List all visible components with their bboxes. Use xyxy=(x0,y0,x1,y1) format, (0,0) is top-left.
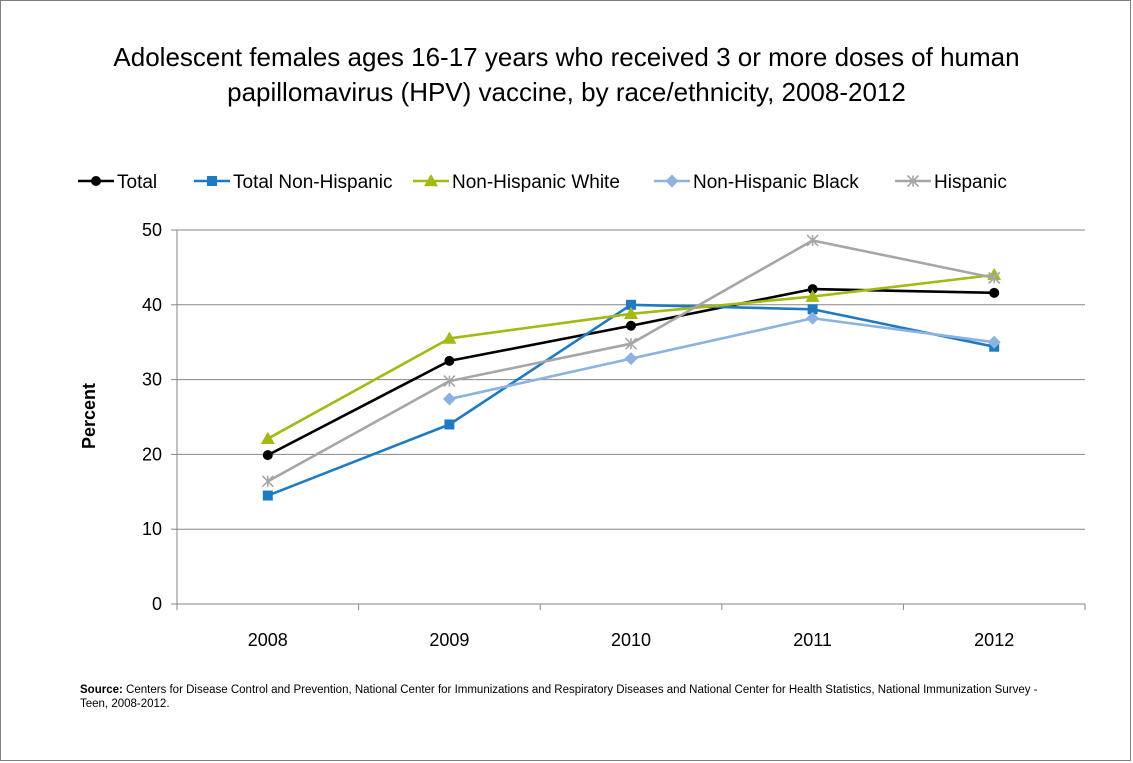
y-axis-title: Percent xyxy=(79,383,99,449)
axes: 0 10 20 30 40 50 2008 2009 2010 2011 2012 xyxy=(142,220,1086,650)
data-point-total-2008 xyxy=(262,450,273,461)
data-point-hispanic-2009 xyxy=(443,375,456,388)
data-point-total-2011 xyxy=(807,284,818,295)
data-point-total-non-hispanic-2008 xyxy=(262,490,273,501)
legend-label: Total Non-Hispanic xyxy=(233,172,392,193)
legend-marker xyxy=(207,176,217,186)
y-tick-label: 0 xyxy=(152,594,162,614)
legend-marker xyxy=(906,174,920,188)
data-point-total-non-hispanic-2011 xyxy=(807,304,818,315)
data-point-non-hispanic-white-2008 xyxy=(260,431,275,444)
y-tick-label: 50 xyxy=(142,220,162,240)
x-tick-label: 2010 xyxy=(611,630,651,650)
legend-marker xyxy=(424,174,438,187)
legend-label: Total xyxy=(117,172,157,193)
data-point-non-hispanic-white-2011 xyxy=(805,289,820,302)
data-point-non-hispanic-black-2010 xyxy=(624,352,638,366)
data-point-non-hispanic-white-2010 xyxy=(624,306,638,320)
series-non-hispanic-black xyxy=(442,311,1001,406)
legend-entry-non-hispanic-white: Non-Hispanic White xyxy=(413,172,620,193)
series-line-non-hispanic-black xyxy=(449,316,995,401)
y-tick-label: 30 xyxy=(142,370,162,390)
data-point-non-hispanic-white-2009 xyxy=(442,331,457,344)
data-point-non-hispanic-black-2009 xyxy=(442,392,456,406)
legend-label: Non-Hispanic Black xyxy=(693,172,859,193)
legend-marker xyxy=(91,176,101,186)
y-tick-label: 10 xyxy=(142,519,162,539)
legend-label: Hispanic xyxy=(934,172,1007,193)
series-layer xyxy=(260,234,1002,501)
legend-marker xyxy=(665,174,679,188)
source-label: Source: xyxy=(80,684,123,696)
data-point-hispanic-2012 xyxy=(988,271,1001,284)
data-point-total-2012 xyxy=(989,287,1000,298)
legend-entry-hispanic: Hispanic xyxy=(895,172,1007,193)
source-text: Centers for Disease Control and Preventi… xyxy=(80,684,1038,710)
data-point-non-hispanic-black-2012 xyxy=(987,335,1001,349)
source-note: Source: Centers for Disease Control and … xyxy=(80,683,1060,711)
data-point-total-non-hispanic-2009 xyxy=(444,419,455,430)
gridlines xyxy=(177,229,1085,530)
x-tick-label: 2011 xyxy=(793,630,832,650)
data-point-total-2009 xyxy=(444,355,455,366)
x-tick-label: 2008 xyxy=(248,630,288,650)
y-tick-label: 40 xyxy=(142,295,162,315)
data-point-hispanic-2011 xyxy=(806,234,819,247)
data-point-hispanic-2010 xyxy=(624,337,638,350)
x-tick-label: 2012 xyxy=(974,630,1014,650)
legend-entry-total: Total xyxy=(78,172,157,193)
series-hispanic xyxy=(261,234,1001,488)
legend-entry-non-hispanic-black: Non-Hispanic Black xyxy=(654,172,859,193)
data-point-total-2010 xyxy=(626,320,636,331)
data-point-hispanic-2008 xyxy=(261,475,274,488)
x-tick-label: 2009 xyxy=(429,630,469,650)
data-point-total-non-hispanic-2010 xyxy=(626,299,636,310)
legend-label: Non-Hispanic White xyxy=(452,172,620,193)
legend: Total Total Non-Hispanic Non-Hispanic Whit… xyxy=(78,172,1007,193)
legend-entry-total-non-hispanic: Total Non-Hispanic xyxy=(194,172,392,193)
data-point-non-hispanic-black-2011 xyxy=(806,311,820,325)
y-tick-label: 20 xyxy=(142,444,162,464)
chart-title: Adolescent females ages 16-17 years who … xyxy=(113,42,1020,107)
series-line-total-non-hispanic xyxy=(267,303,995,497)
